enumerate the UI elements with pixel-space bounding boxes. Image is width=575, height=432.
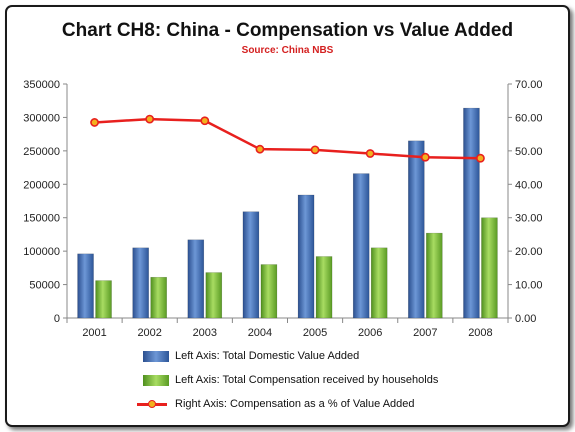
left-tick-label: 50000 bbox=[29, 280, 60, 292]
compensation-bar bbox=[260, 264, 278, 319]
value-added-bar bbox=[463, 107, 480, 319]
right-tick-label: 30.00 bbox=[515, 213, 543, 225]
value-added-bar bbox=[297, 194, 315, 319]
right-tick-label: 60.00 bbox=[515, 112, 543, 124]
value-added-bar bbox=[242, 211, 260, 319]
compensation-bar bbox=[205, 272, 223, 319]
compensation-bar bbox=[315, 256, 333, 319]
percent-point bbox=[365, 149, 375, 158]
value-added-bar bbox=[352, 173, 370, 319]
right-tick-label: 20.00 bbox=[515, 246, 543, 258]
percent-point bbox=[255, 144, 265, 154]
x-tick-label: 2008 bbox=[468, 327, 492, 339]
percent-point bbox=[200, 116, 210, 126]
compensation-bar bbox=[426, 232, 443, 319]
compensation-bar bbox=[150, 276, 167, 319]
legend-label: Right Axis: Compensation as a % of Value… bbox=[175, 398, 415, 410]
x-tick-label: 2002 bbox=[137, 327, 161, 339]
value-added-bar bbox=[187, 239, 205, 319]
legend-label: Left Axis: Total Compensation received b… bbox=[175, 374, 439, 386]
x-tick-label: 2003 bbox=[193, 327, 217, 339]
right-tick-label: 40.00 bbox=[515, 179, 543, 191]
x-tick-label: 2001 bbox=[82, 327, 106, 339]
percent-point bbox=[310, 145, 320, 155]
right-tick-label: 10.00 bbox=[515, 280, 543, 292]
left-tick-label: 250000 bbox=[23, 146, 60, 158]
compensation-bar bbox=[370, 247, 388, 319]
legend-line-marker bbox=[148, 400, 156, 408]
chart-subtitle: Source: China NBS bbox=[241, 45, 334, 56]
compensation-bar bbox=[95, 280, 112, 319]
right-tick-label: 70.00 bbox=[515, 79, 543, 91]
percent-point bbox=[145, 114, 155, 124]
left-tick-label: 200000 bbox=[23, 179, 60, 191]
x-tick-label: 2007 bbox=[413, 327, 437, 339]
value-added-bar bbox=[77, 253, 94, 319]
legend-bar-swatch bbox=[143, 375, 169, 386]
percent-point bbox=[420, 152, 430, 162]
left-tick-label: 300000 bbox=[23, 112, 60, 124]
chart-title: Chart CH8: China - Compensation vs Value… bbox=[61, 20, 514, 41]
legend-line-swatch bbox=[137, 400, 167, 408]
legend-bar-swatch bbox=[143, 351, 169, 362]
x-tick-label: 2006 bbox=[358, 327, 382, 339]
left-tick-label: 100000 bbox=[23, 246, 60, 258]
left-tick-label: 0 bbox=[54, 313, 60, 325]
percent-point bbox=[476, 153, 485, 163]
right-tick-label: 50.00 bbox=[515, 146, 543, 158]
left-tick-label: 150000 bbox=[23, 213, 60, 225]
percent-point bbox=[90, 118, 99, 127]
percent-line bbox=[94, 117, 481, 160]
compensation-bar bbox=[481, 217, 498, 319]
value-added-bar bbox=[408, 140, 425, 319]
x-tick-label: 2005 bbox=[303, 327, 327, 339]
legend-label: Left Axis: Total Domestic Value Added bbox=[175, 350, 360, 362]
left-tick-label: 350000 bbox=[23, 79, 60, 91]
right-tick-label: 0.00 bbox=[515, 313, 536, 325]
x-tick-label: 2004 bbox=[248, 327, 272, 339]
value-added-bar bbox=[132, 247, 149, 319]
